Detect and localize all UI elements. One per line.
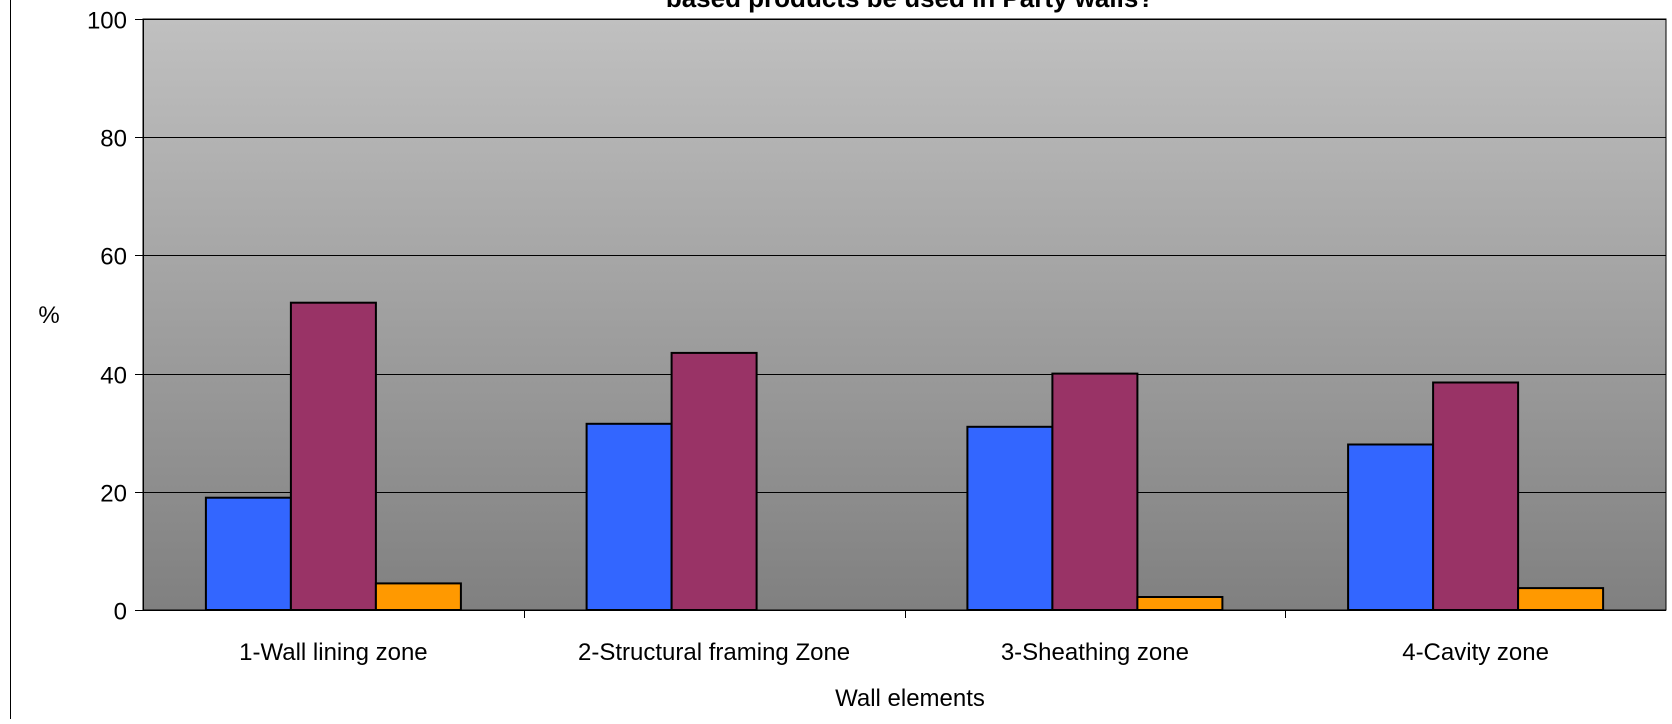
y-tick-label: 80 — [100, 126, 127, 153]
bar — [1432, 381, 1520, 611]
x-tick-label: 3-Sheathing zone — [1001, 639, 1189, 666]
bar — [1051, 372, 1139, 611]
bar — [1136, 596, 1224, 611]
bar — [289, 301, 377, 611]
bar — [1347, 443, 1435, 611]
bar — [670, 351, 758, 611]
axes — [135, 19, 1666, 618]
y-tick-labels: 0 20 40 60 80 100 — [87, 8, 127, 626]
y-tick-label: 40 — [100, 363, 127, 390]
y-tick-label: 100 — [87, 8, 127, 35]
x-tick-label: 4-Cavity zone — [1402, 639, 1549, 666]
x-axis-label: Wall elements — [835, 685, 985, 712]
bar — [204, 496, 292, 612]
x-tick-label: 2-Structural framing Zone — [578, 639, 850, 666]
bars — [204, 301, 1605, 612]
bar — [374, 582, 462, 612]
x-tick-label: 1-Wall lining zone — [239, 639, 428, 666]
x-tick-labels: 1-Wall lining zone 2-Structural framing Z… — [239, 639, 1549, 666]
bar — [966, 425, 1054, 611]
y-tick-label: 20 — [100, 481, 127, 508]
y-tick-label: 0 — [114, 599, 127, 626]
chart-title: based products be used in Party walls? — [666, 0, 1154, 13]
y-tick-label: 60 — [100, 244, 127, 271]
bar — [585, 422, 673, 611]
y-axis-label: % — [38, 302, 59, 329]
bar — [1517, 587, 1605, 611]
